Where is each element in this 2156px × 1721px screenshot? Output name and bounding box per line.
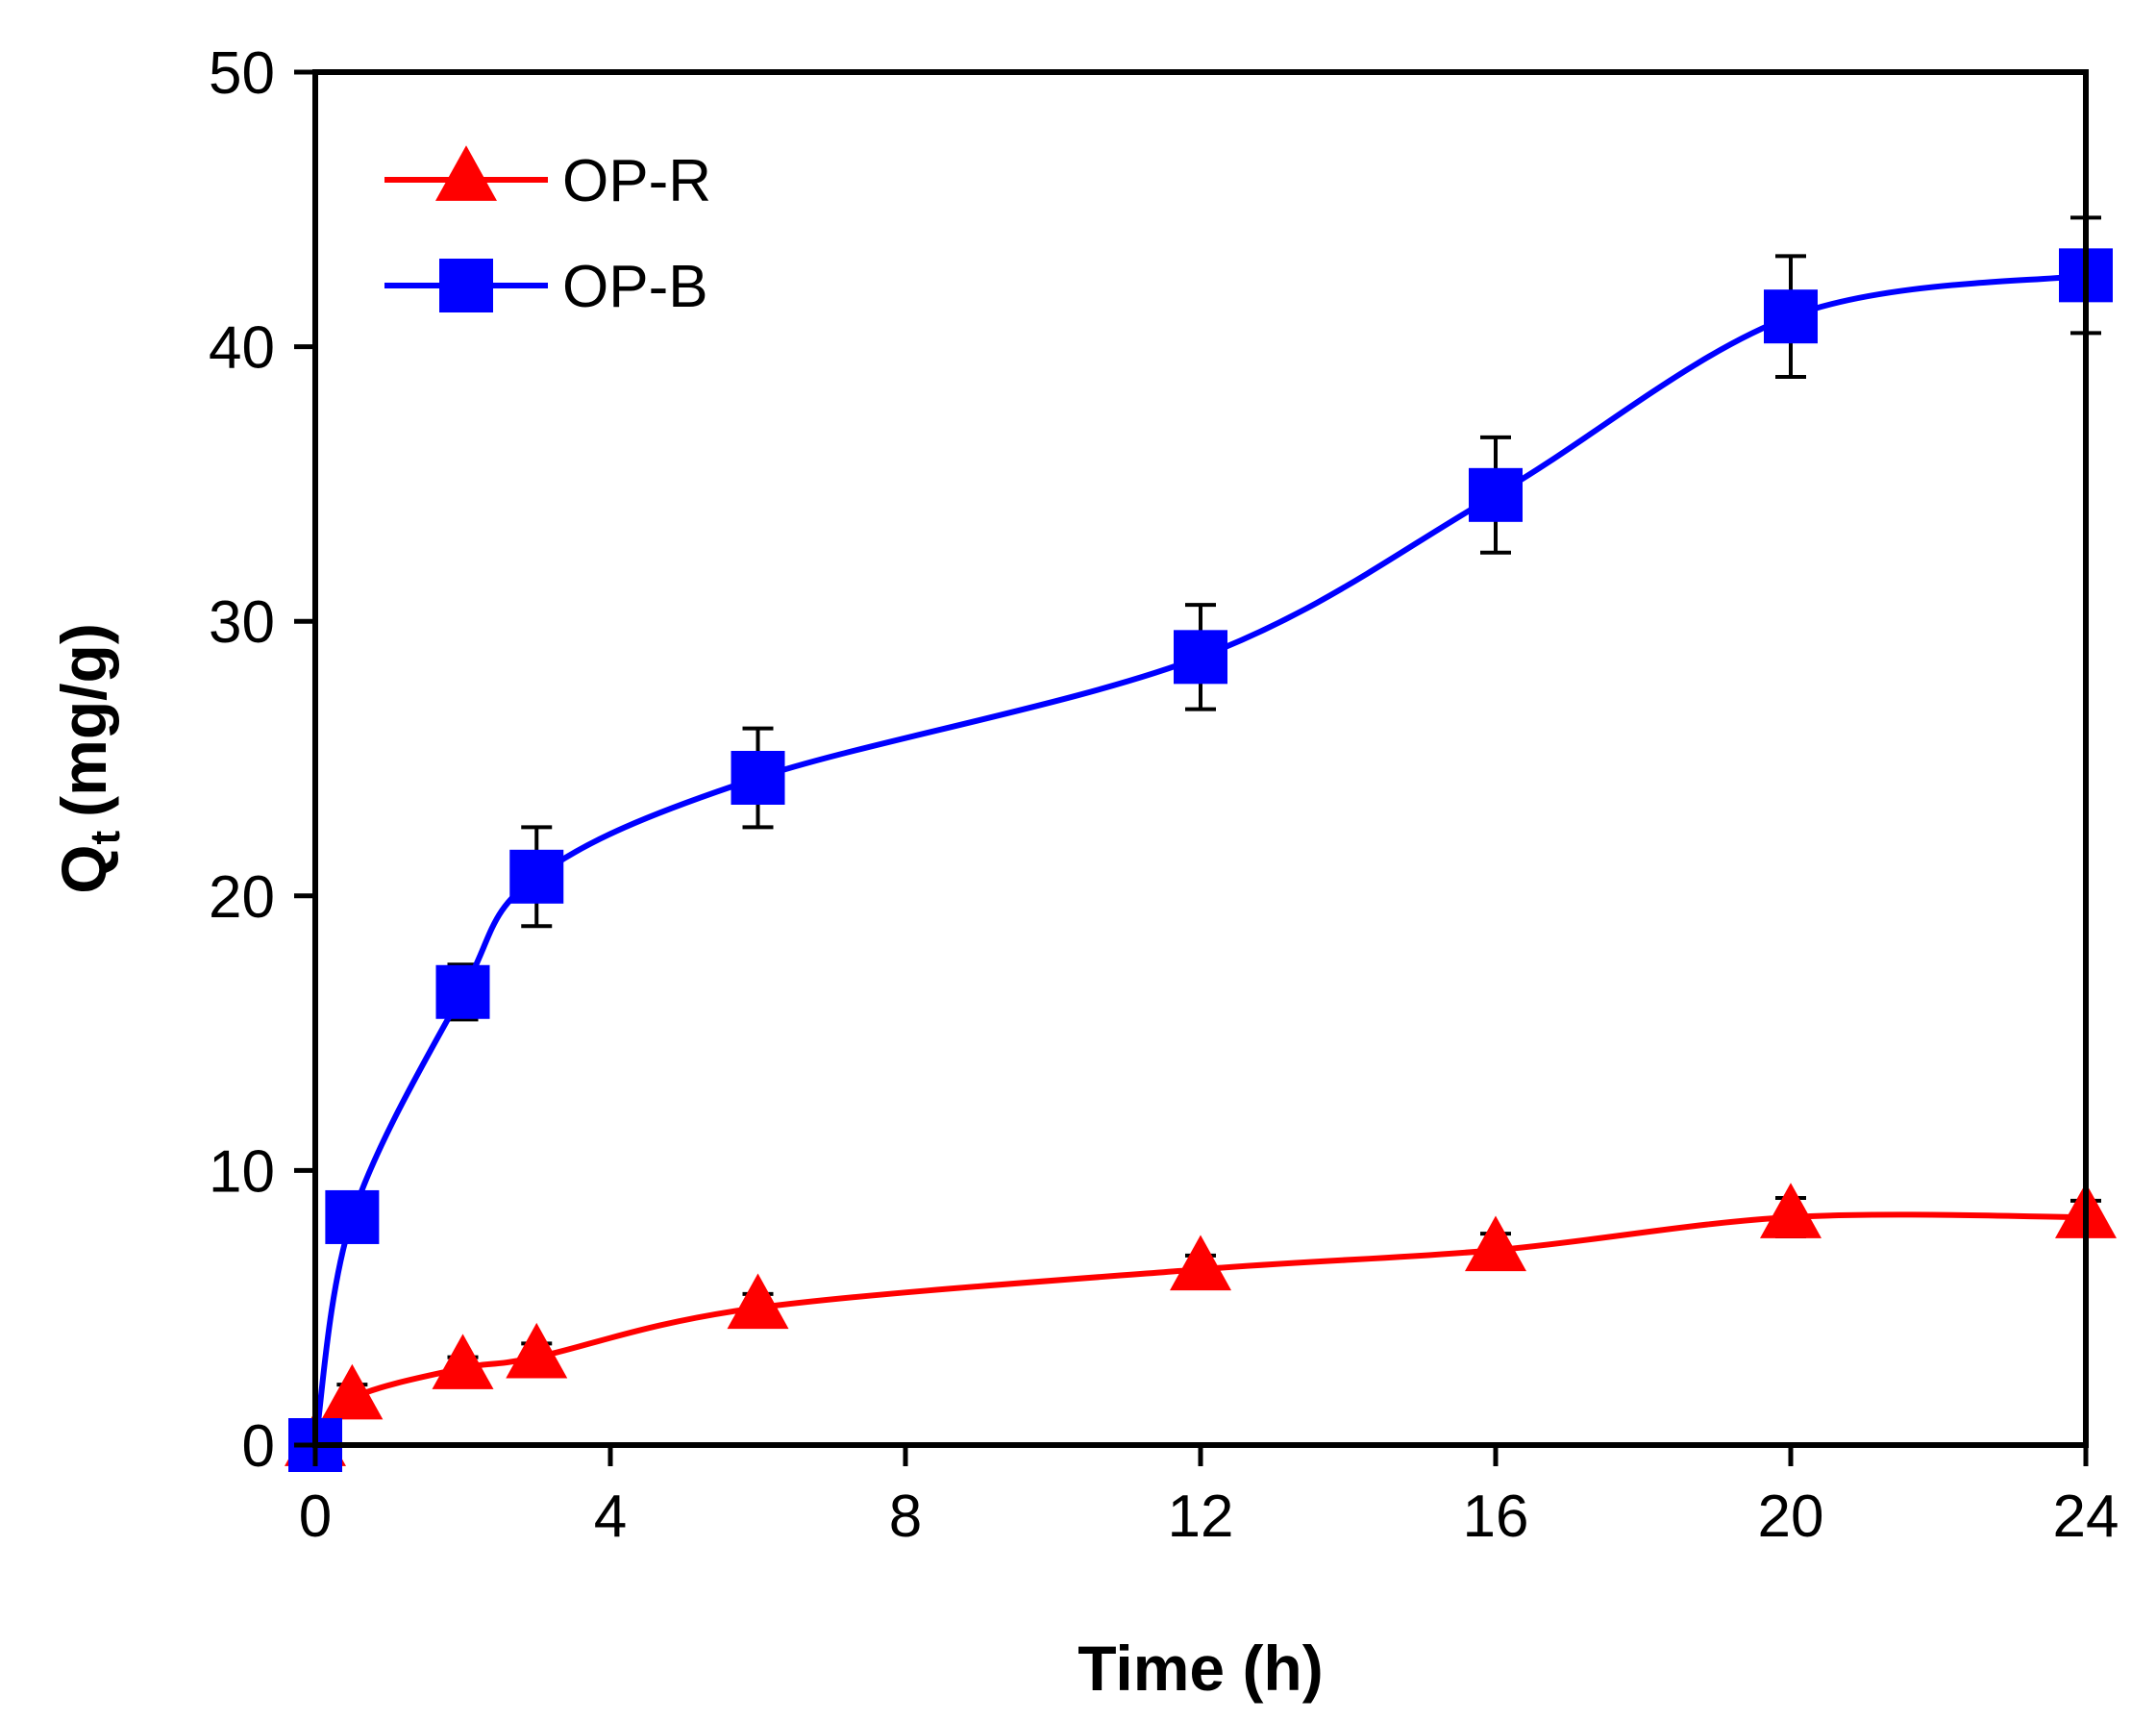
y-axis: 0 10 20 30 40 50 bbox=[209, 40, 315, 1480]
y-axis-title-unit: (mg/g) bbox=[48, 623, 119, 817]
x-tick-label: 16 bbox=[1463, 1484, 1529, 1550]
data-point-op-b bbox=[509, 849, 564, 904]
x-tick-label: 12 bbox=[1168, 1484, 1234, 1550]
legend-label-op-r: OP-R bbox=[562, 148, 711, 214]
data-point-op-b bbox=[1469, 467, 1523, 522]
y-axis-title: Qt (mg/g) bbox=[48, 623, 129, 894]
y-tick-label: 0 bbox=[242, 1413, 275, 1480]
data-point-op-r bbox=[1170, 1235, 1231, 1291]
data-point-op-r bbox=[506, 1322, 568, 1379]
series-op-r bbox=[285, 1183, 2117, 1466]
data-point-op-r bbox=[1465, 1215, 1526, 1272]
x-tick-label: 20 bbox=[1758, 1484, 1824, 1550]
data-point-op-b bbox=[731, 750, 785, 805]
x-axis-title: Time (h) bbox=[1078, 1633, 1323, 1704]
legend-label-op-b: OP-B bbox=[562, 254, 708, 320]
x-tick-label: 0 bbox=[299, 1484, 332, 1550]
data-point-op-r bbox=[727, 1273, 789, 1330]
y-tick-label: 10 bbox=[209, 1138, 275, 1205]
y-axis-title-main: Q bbox=[48, 844, 119, 893]
data-point-op-b bbox=[325, 1189, 380, 1244]
y-tick-label: 20 bbox=[209, 864, 275, 931]
y-tick-label: 50 bbox=[209, 40, 275, 107]
data-point-op-b bbox=[1174, 630, 1227, 685]
legend: OP-R OP-B bbox=[384, 145, 711, 320]
y-axis-title-subscript: t bbox=[82, 830, 129, 844]
series-line-op-b bbox=[312, 272, 2087, 1446]
data-point-op-b bbox=[1764, 289, 1818, 344]
data-point-op-b bbox=[435, 964, 490, 1019]
legend-marker-op-r bbox=[435, 145, 497, 201]
data-point-op-r bbox=[432, 1334, 494, 1389]
x-tick-label: 8 bbox=[889, 1484, 922, 1550]
data-point-op-r bbox=[321, 1363, 384, 1420]
data-point-op-r bbox=[1760, 1183, 1821, 1238]
y-tick-label: 40 bbox=[209, 315, 275, 382]
legend-item-op-b: OP-B bbox=[384, 254, 708, 320]
y-tick-label: 30 bbox=[209, 589, 275, 656]
x-tick-label: 24 bbox=[2053, 1484, 2119, 1550]
x-tick-label: 4 bbox=[594, 1484, 627, 1550]
series-layer bbox=[285, 215, 2117, 1472]
legend-marker-op-b bbox=[439, 259, 493, 312]
x-axis: 0 4 8 12 16 20 24 bbox=[299, 1445, 2119, 1550]
legend-item-op-r: OP-R bbox=[384, 145, 711, 214]
